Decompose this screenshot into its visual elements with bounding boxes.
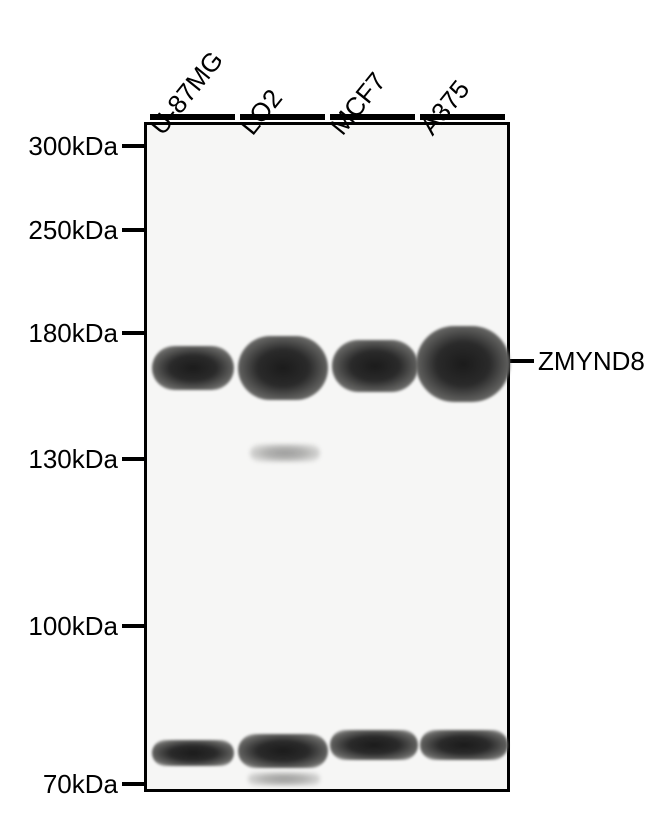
protein-label: ZMYND8 [538,346,645,377]
band-6 [238,734,328,768]
marker-tick-5 [122,782,144,786]
band-5 [152,740,234,766]
marker-tick-2 [122,331,144,335]
marker-tick-1 [122,228,144,232]
marker-tick-3 [122,457,144,461]
marker-label-0: 300kDa [28,131,118,162]
membrane [144,122,510,792]
marker-label-2: 180kDa [28,318,118,349]
band-3 [416,326,510,402]
marker-tick-0 [122,144,144,148]
marker-label-1: 250kDa [28,215,118,246]
band-1 [238,336,328,400]
band-0 [152,346,234,390]
marker-tick-4 [122,624,144,628]
marker-label-5: 70kDa [43,769,118,800]
protein-tick [510,359,534,363]
marker-label-3: 130kDa [28,444,118,475]
band-4 [250,444,320,462]
blot-figure: U-87MG LO2 MCF7 A375 300kDa 250kDa 180kD… [0,0,650,824]
band-2 [332,340,418,392]
marker-label-4: 100kDa [28,611,118,642]
band-7 [330,730,418,760]
band-8 [420,730,508,760]
band-9 [248,772,320,786]
